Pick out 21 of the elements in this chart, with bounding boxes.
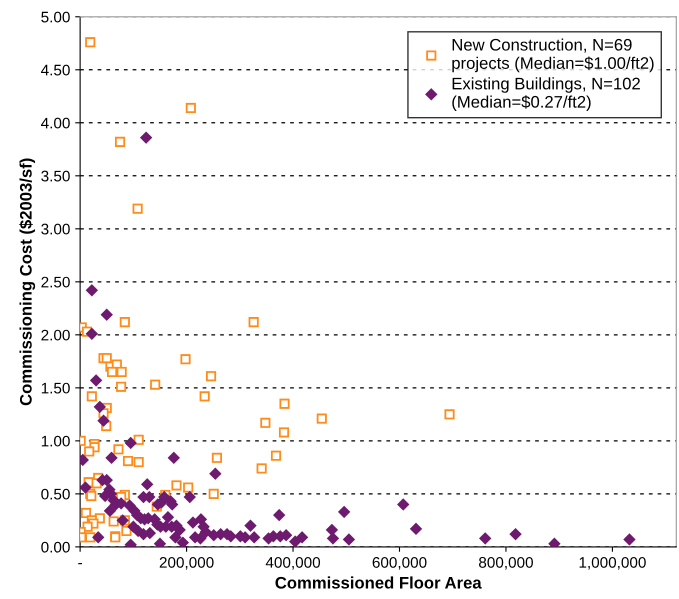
y-tick-label: 3.50 xyxy=(41,170,70,182)
y-tick-label: 1.50 xyxy=(42,382,70,394)
legend-label: Existing Buildings, N=102 (Median=$0.27/ft2) xyxy=(452,77,640,112)
x-tick-label: 1,000,000 xyxy=(580,557,646,570)
legend-label: New Construction, N=69 projects (Median=$1.00/ft2) xyxy=(452,38,654,72)
x-tick-label: 200,000 xyxy=(160,557,214,570)
x-tick-label: 400,000 xyxy=(266,557,320,570)
y-tick-label: 2.50 xyxy=(41,276,70,288)
x-tick-label: 600,000 xyxy=(372,557,427,570)
y-tick-label: 0.00 xyxy=(41,542,70,553)
y-tick-label: 2.00 xyxy=(41,330,70,341)
y-tick-label: 4.50 xyxy=(41,64,70,76)
x-tick-label: 800,000 xyxy=(479,557,533,570)
y-tick-label: 0.50 xyxy=(41,488,70,500)
x-tick-label: - xyxy=(78,563,82,564)
x-axis-title: Commissioned Floor Area xyxy=(275,576,482,589)
y-tick-label: 1.00 xyxy=(42,436,70,447)
y-tick-label: 4.00 xyxy=(41,118,70,128)
y-tick-label: 5.00 xyxy=(41,12,70,22)
y-axis-title: Commissioning Cost ($2003/sf) xyxy=(19,158,36,406)
y-tick-label: 3.00 xyxy=(41,224,70,235)
